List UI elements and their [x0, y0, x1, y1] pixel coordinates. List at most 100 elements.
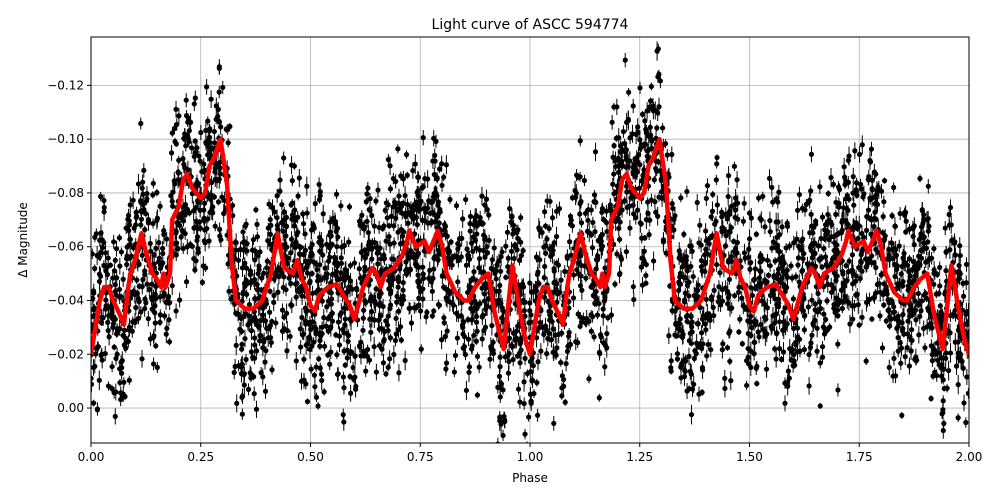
data-point	[725, 295, 731, 301]
data-point	[292, 281, 299, 287]
data-point	[474, 231, 480, 237]
data-point	[324, 304, 330, 310]
data-point	[583, 275, 589, 281]
data-point	[403, 213, 409, 220]
data-point	[271, 209, 278, 215]
data-point	[327, 229, 334, 235]
data-point	[957, 252, 963, 259]
data-point	[455, 257, 461, 264]
data-point	[850, 225, 856, 231]
data-point	[313, 261, 319, 267]
data-point	[849, 252, 856, 258]
data-point	[901, 250, 907, 256]
data-point	[239, 265, 246, 271]
data-point	[578, 198, 584, 205]
data-point	[189, 145, 195, 151]
data-point	[105, 319, 111, 325]
data-point	[98, 249, 104, 256]
data-point	[157, 312, 163, 318]
data-point	[293, 358, 299, 364]
data-point	[366, 282, 372, 288]
data-point	[841, 164, 847, 170]
data-point	[279, 202, 285, 208]
data-point	[853, 292, 859, 298]
data-point	[404, 172, 410, 178]
data-point	[691, 355, 697, 362]
data-point	[313, 328, 319, 335]
data-point	[275, 226, 281, 232]
data-point	[591, 199, 597, 205]
data-point	[126, 377, 132, 383]
data-point	[239, 341, 245, 348]
data-point	[431, 308, 437, 314]
data-point	[171, 125, 178, 132]
data-point	[840, 268, 846, 275]
data-point	[777, 319, 783, 325]
data-point	[348, 390, 354, 396]
data-point	[569, 195, 576, 201]
data-point	[681, 373, 688, 380]
data-point	[925, 183, 931, 189]
data-point	[612, 281, 618, 287]
data-point	[600, 306, 606, 312]
data-point	[763, 366, 770, 372]
data-point	[753, 365, 759, 371]
data-point	[138, 216, 145, 222]
data-point	[160, 250, 166, 257]
data-point	[362, 224, 368, 230]
data-point	[941, 385, 947, 392]
data-point	[577, 283, 584, 289]
data-point	[515, 386, 522, 392]
data-point	[100, 315, 106, 321]
data-point	[252, 342, 258, 348]
data-point	[517, 339, 524, 345]
data-point	[571, 272, 577, 278]
data-point	[941, 420, 947, 427]
data-point	[289, 178, 295, 184]
data-point	[393, 331, 399, 337]
data-point	[213, 116, 219, 122]
data-point	[291, 216, 297, 223]
data-point	[375, 261, 381, 267]
data-point	[489, 322, 495, 329]
data-point	[698, 242, 704, 248]
data-point	[317, 234, 323, 241]
data-point	[859, 268, 865, 274]
data-point	[859, 142, 865, 148]
data-point	[728, 378, 734, 384]
data-point	[704, 353, 710, 359]
data-point	[596, 300, 602, 307]
data-point	[630, 103, 636, 109]
data-point	[333, 191, 340, 197]
data-point	[527, 300, 533, 306]
data-point	[515, 235, 521, 241]
data-point	[896, 243, 902, 249]
data-point	[471, 332, 477, 339]
data-point	[816, 256, 822, 263]
data-point	[817, 360, 823, 366]
data-point	[463, 196, 469, 203]
data-point	[312, 201, 318, 207]
data-point	[406, 210, 412, 216]
data-point	[447, 196, 453, 203]
data-point	[825, 211, 831, 218]
data-point	[647, 124, 653, 130]
data-point	[308, 366, 314, 372]
data-point	[176, 297, 183, 303]
data-point	[441, 320, 447, 326]
data-point	[694, 199, 700, 206]
data-point	[325, 352, 331, 358]
data-point	[869, 253, 875, 259]
data-point	[161, 227, 167, 234]
data-point	[872, 209, 878, 215]
data-point	[833, 295, 839, 301]
data-point	[744, 382, 750, 389]
data-point	[506, 358, 512, 365]
data-point	[321, 343, 328, 349]
data-point	[529, 378, 535, 384]
data-point	[373, 198, 379, 204]
data-point	[688, 263, 694, 270]
data-point	[361, 307, 367, 313]
data-point	[556, 206, 563, 212]
data-point	[266, 309, 273, 315]
